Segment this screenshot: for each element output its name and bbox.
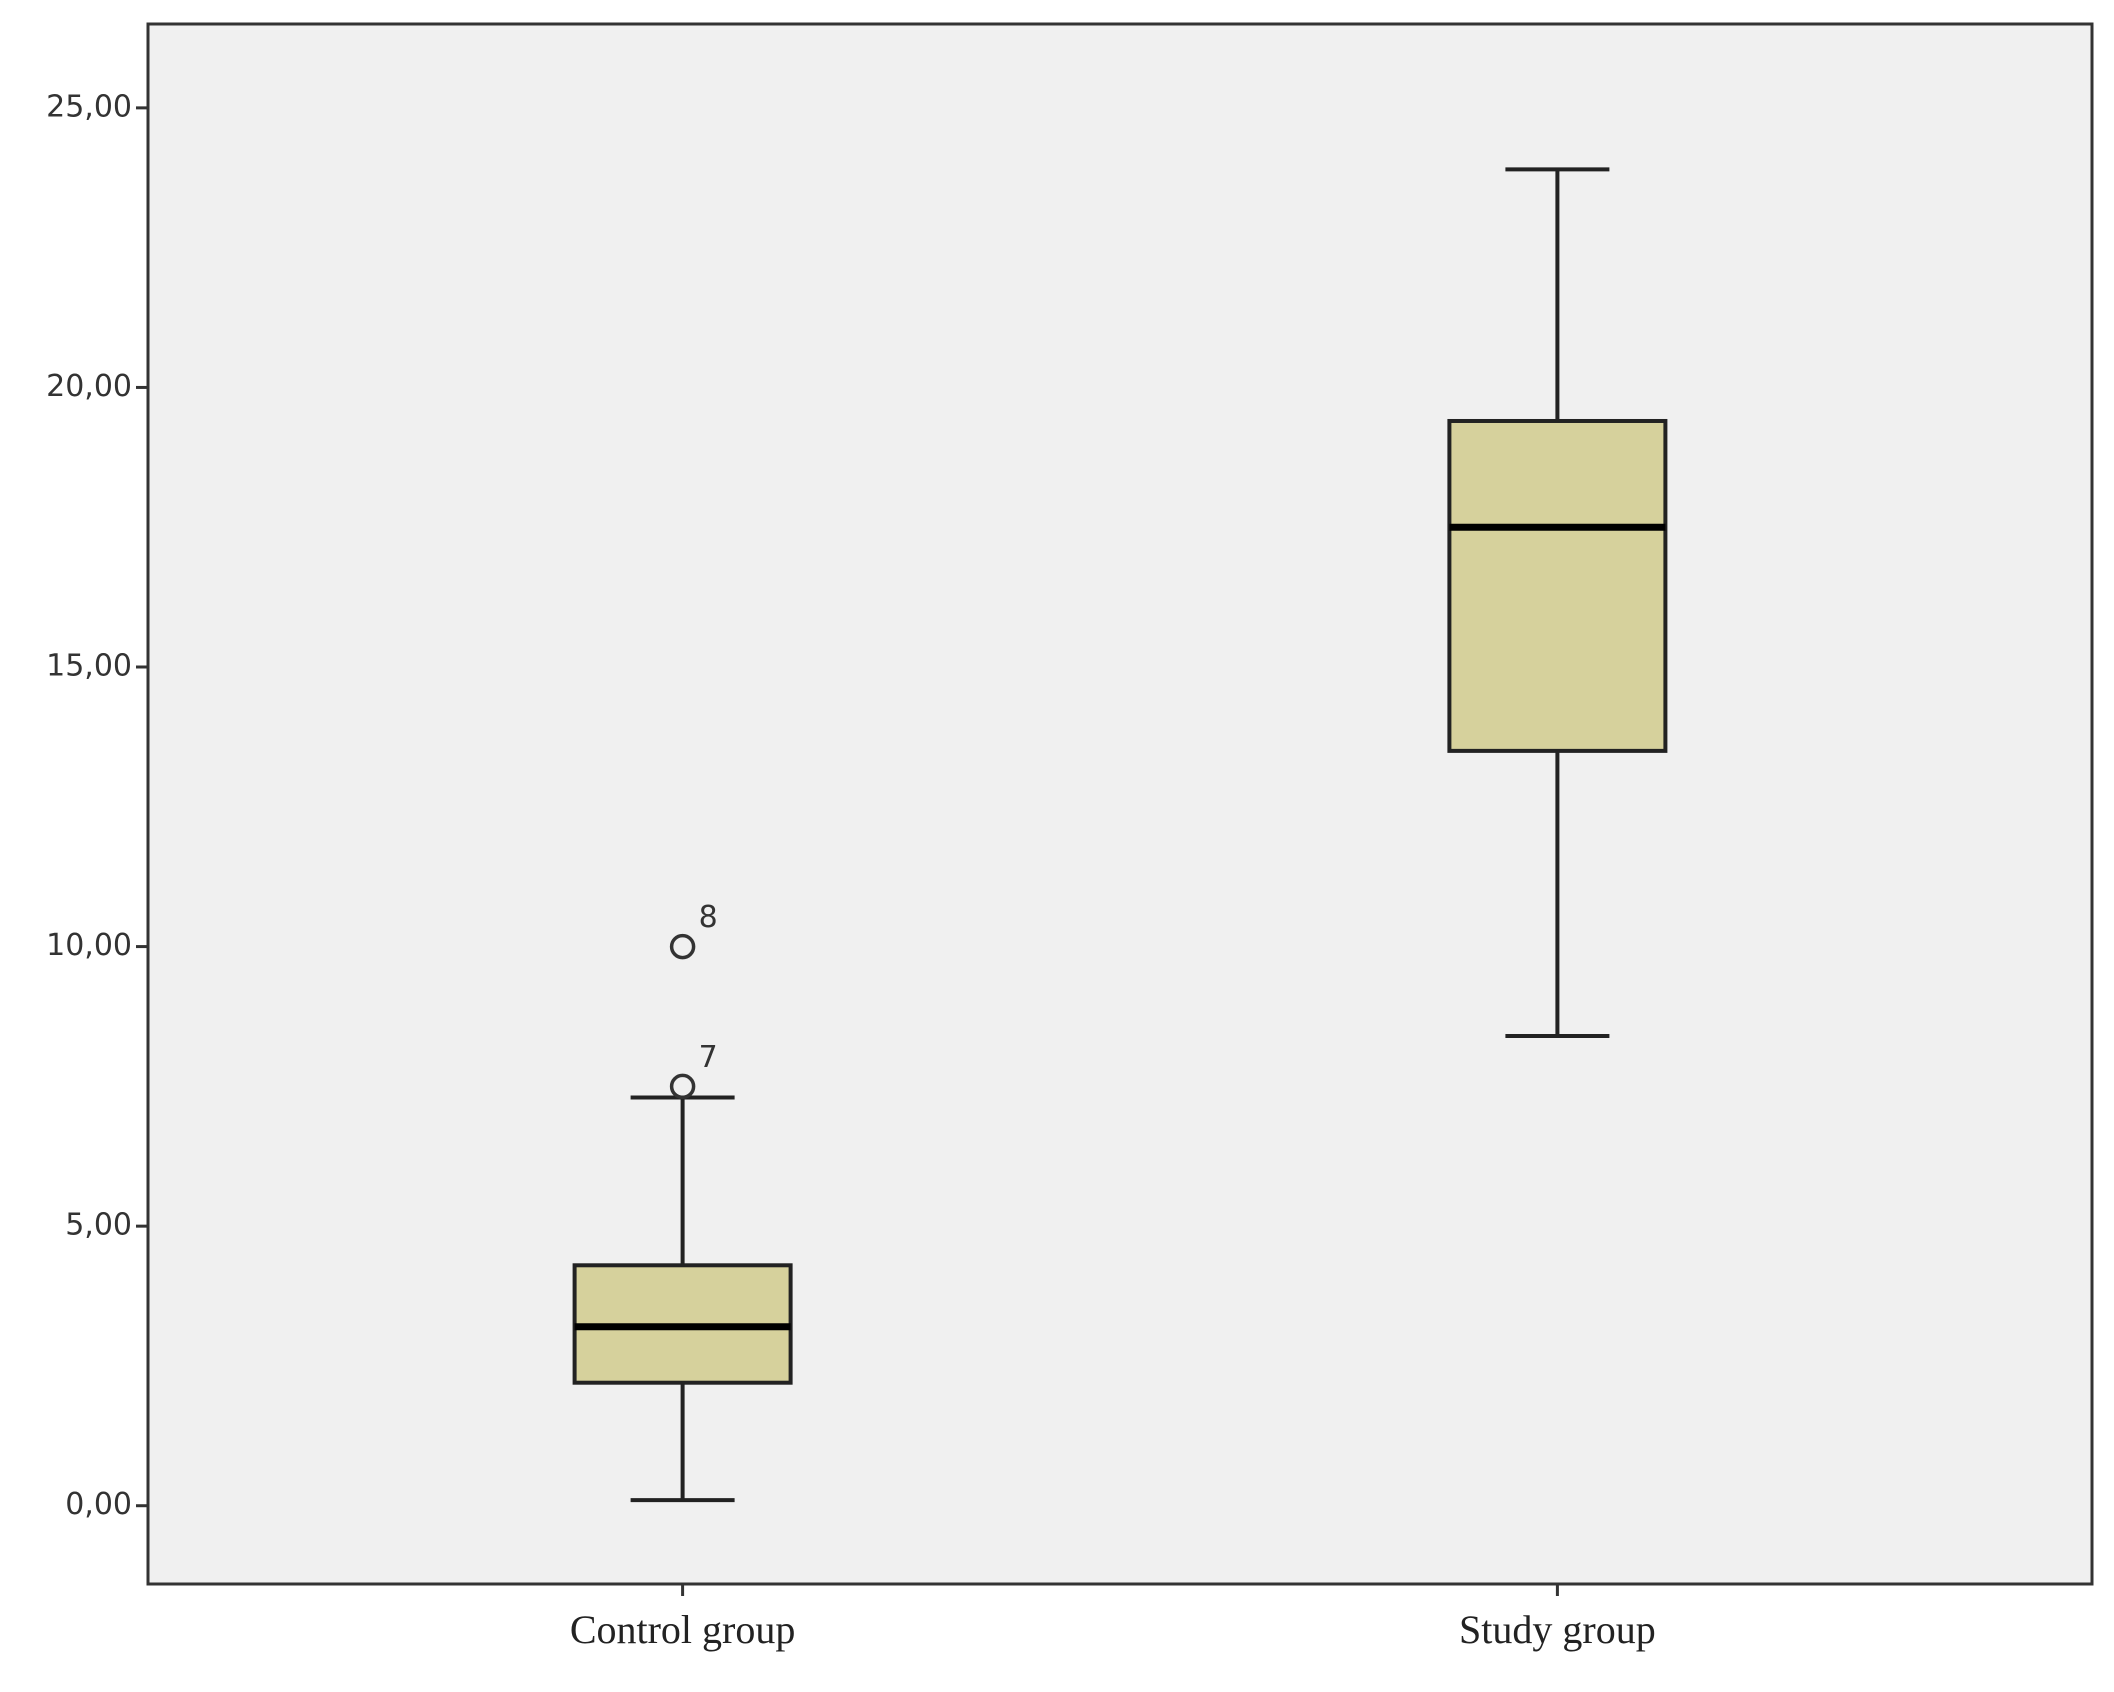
outlier [669, 1073, 696, 1100]
x-tick-label: Study group [1459, 1607, 1656, 1652]
x-tick-label: Control group [570, 1607, 796, 1652]
plot-area [146, 22, 2094, 1586]
y-tick-label: 20,00 [46, 369, 132, 404]
y-tick-label: 0,00 [65, 1487, 132, 1522]
box [1447, 418, 1668, 753]
y-tick-label: 15,00 [46, 649, 132, 684]
y-tick-label: 25,00 [46, 89, 132, 124]
y-tick-label: 5,00 [65, 1208, 132, 1243]
outlier-label: 7 [699, 1040, 718, 1075]
y-tick-label: 10,00 [46, 928, 132, 963]
outlier [669, 933, 696, 960]
outlier-label: 8 [699, 900, 718, 935]
